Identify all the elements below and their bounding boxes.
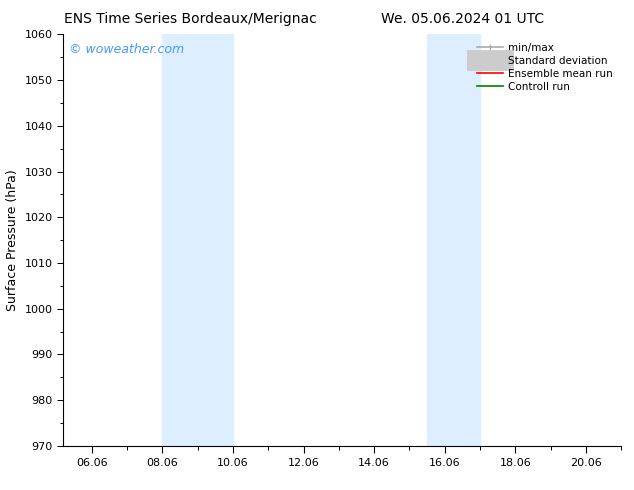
- Legend: min/max, Standard deviation, Ensemble mean run, Controll run: min/max, Standard deviation, Ensemble me…: [474, 40, 616, 95]
- Text: © woweather.com: © woweather.com: [69, 43, 184, 55]
- Text: We. 05.06.2024 01 UTC: We. 05.06.2024 01 UTC: [381, 12, 545, 26]
- Y-axis label: Surface Pressure (hPa): Surface Pressure (hPa): [6, 169, 19, 311]
- Text: ENS Time Series Bordeaux/Merignac: ENS Time Series Bordeaux/Merignac: [64, 12, 316, 26]
- Bar: [162, 34, 233, 446]
- Bar: [427, 34, 480, 446]
